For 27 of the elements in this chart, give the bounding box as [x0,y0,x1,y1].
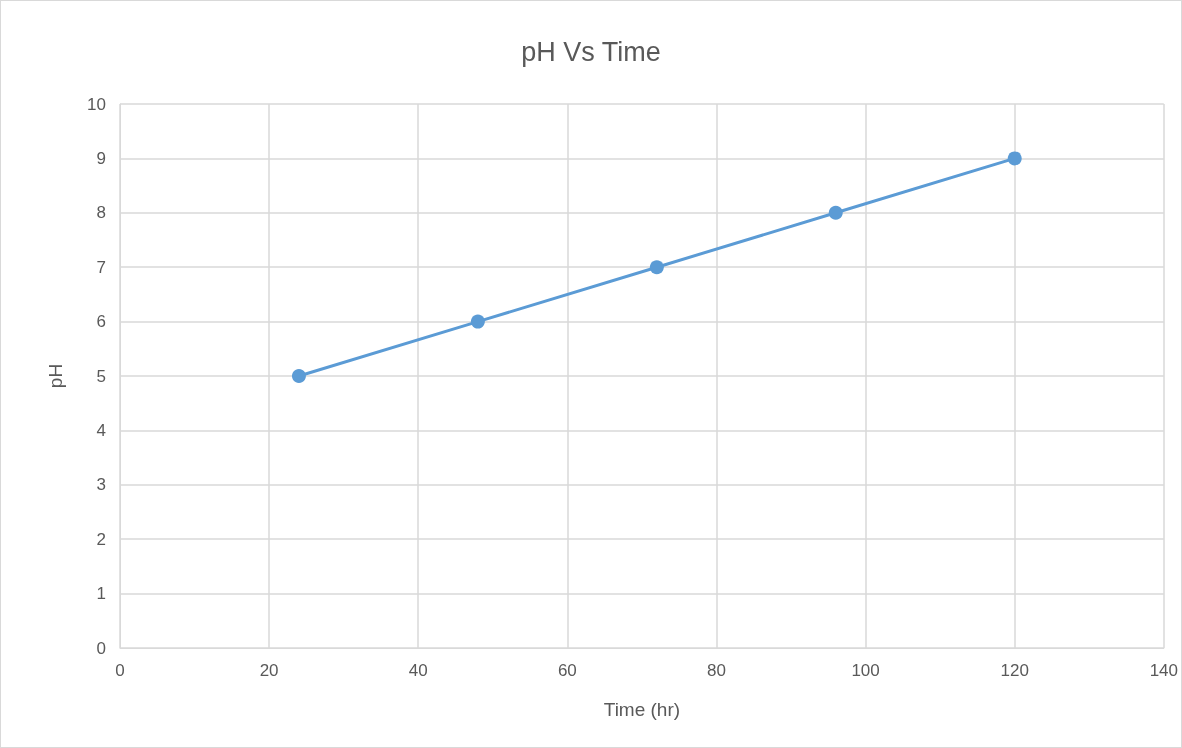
point [470,314,485,329]
x-tick-label: 0 [115,661,125,680]
x-tick-label: 100 [851,661,880,680]
x-tick-label: 140 [1149,661,1179,680]
x-tick-label: 20 [259,661,279,680]
y-tick-label: 5 [96,366,106,386]
y-tick-label: 0 [96,638,106,658]
point [1007,151,1022,166]
y-tick-label: 8 [96,203,106,223]
point [828,205,843,220]
x-axis-title: Time (hr) [603,699,681,720]
y-axis-title: pH [45,363,66,389]
point [649,260,664,275]
y-tick-label: 9 [96,148,106,168]
x-tick-label: 120 [1000,661,1029,680]
y-tick-label: 3 [96,475,106,495]
y-tick-label: 1 [96,584,106,604]
x-tick-label: 40 [408,661,428,680]
point [291,369,306,383]
y-tick-label: 4 [96,420,106,440]
x-tick-label: 80 [707,661,726,680]
y-tick-label: 7 [96,257,106,277]
chart-title: pH Vs Time [521,36,661,67]
y-tick-label: 10 [87,94,106,114]
y-tick-label: 6 [96,312,106,332]
x-tick-label: 60 [557,661,577,680]
y-tick-label: 2 [96,529,106,549]
